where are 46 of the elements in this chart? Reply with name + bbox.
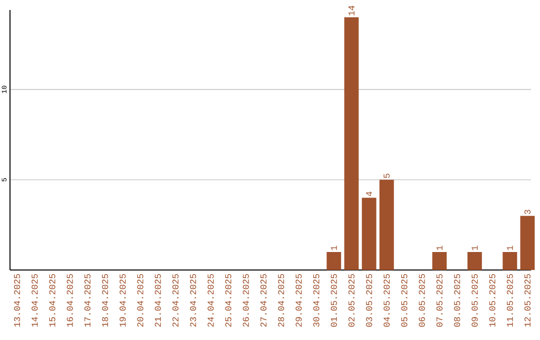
- x-tick-label: 01.05.2025: [330, 274, 337, 327]
- x-tick-label: 23.04.2025: [190, 274, 196, 327]
- bar: [520, 216, 535, 270]
- bar: [502, 252, 518, 270]
- x-tick-label: 19.04.2025: [120, 274, 126, 327]
- data-label: 4: [366, 192, 372, 196]
- x-tick-label: 03.05.2025: [366, 274, 372, 327]
- bar: [467, 252, 482, 270]
- x-tick-label: 04.05.2025: [384, 274, 390, 327]
- x-tick-label: 15.04.2025: [49, 274, 56, 327]
- bar: [379, 180, 394, 270]
- x-tick-label: 17.04.2025: [84, 274, 90, 327]
- bar: [432, 252, 447, 270]
- x-tick-label: 05.05.2025: [401, 274, 408, 327]
- x-tick-label: 12.05.2025: [524, 274, 531, 327]
- bar: [362, 198, 376, 270]
- x-tick-label: 29.04.2025: [296, 274, 302, 327]
- x-tick-label: 02.05.2025: [348, 274, 355, 327]
- x-tick-label: 16.04.2025: [66, 274, 73, 327]
- x-tick-label: 30.04.2025: [313, 274, 320, 327]
- bar: [326, 252, 342, 270]
- x-tick-label: 10.05.2025: [489, 274, 496, 327]
- data-label: 1: [330, 246, 337, 250]
- data-label: 5: [384, 174, 390, 178]
- x-tick-label: 09.05.2025: [472, 274, 478, 327]
- x-tick-label: 26.04.2025: [242, 274, 249, 327]
- x-tick-label: 08.05.2025: [454, 274, 460, 327]
- x-tick-label: 20.04.2025: [137, 274, 144, 327]
- x-tick-label: 27.04.2025: [260, 274, 267, 327]
- x-tick-label: 13.04.2025: [14, 274, 20, 327]
- x-tick-label: 22.04.2025: [172, 274, 179, 327]
- x-tick-label: 14.04.2025: [32, 274, 38, 327]
- data-label: 1: [506, 246, 513, 250]
- data-label: 1: [472, 246, 478, 250]
- data-label: 14: [348, 6, 354, 16]
- x-tick-label: 11.05.2025: [506, 274, 513, 327]
- bar: [344, 17, 359, 270]
- x-tick-label: 18.04.2025: [102, 274, 108, 327]
- x-tick-label: 07.05.2025: [436, 274, 443, 327]
- data-label: 3: [524, 210, 531, 214]
- x-tick-label: 28.04.2025: [278, 274, 284, 327]
- x-tick-label: 25.04.2025: [225, 274, 232, 327]
- x-tick-label: 06.05.2025: [418, 274, 425, 327]
- x-tick-label: 21.04.2025: [154, 274, 161, 327]
- x-tick-label: 24.04.2025: [208, 274, 214, 327]
- data-label: 1: [436, 246, 442, 250]
